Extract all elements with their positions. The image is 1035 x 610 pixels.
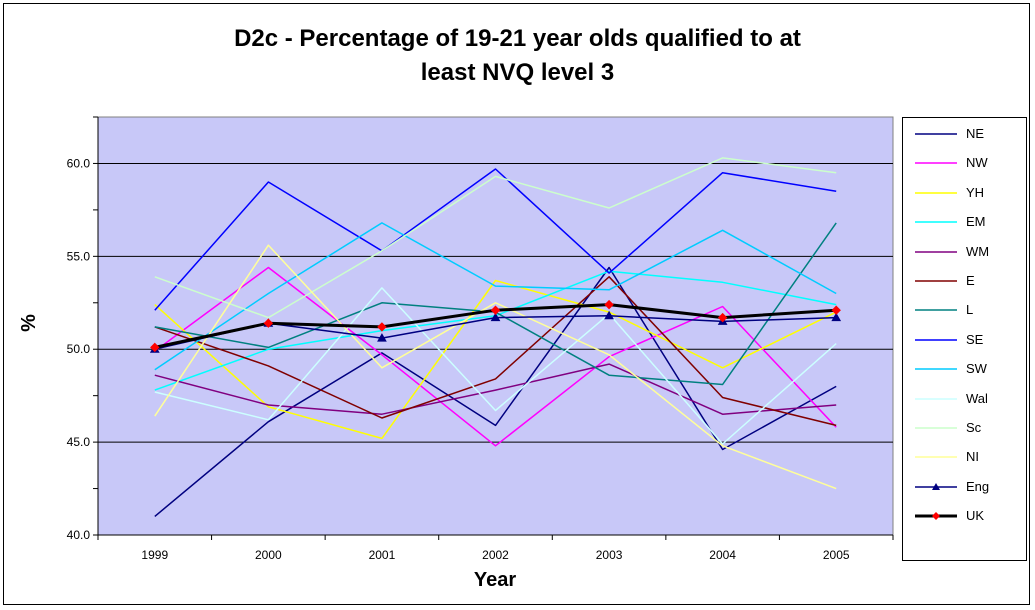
series-line-ne [154,266,837,517]
data-point-eng [831,312,842,322]
data-point-uk [717,312,728,323]
y-tick-label: 60.0 [67,156,91,170]
legend-item-l: L [903,300,1026,320]
series-line-sw [154,222,837,371]
legend-swatch-se [915,339,957,341]
legend-label-wal: Wal [966,390,988,406]
legend-item-em: EM [903,212,1026,232]
chart-title-line-2: least NVQ level 3 [420,59,615,86]
legend-label-sc: Sc [966,420,982,435]
y-axis-label: % [18,314,40,332]
x-tick-label: 2003 [596,548,623,562]
data-point-uk [150,342,160,353]
legend-item-wal: Wal [903,389,1026,409]
legend-label-se: SE [966,331,984,347]
legend-label-wm: WM [966,243,990,259]
series-line-ni [154,244,837,490]
legend-item-nw: NW [903,153,1026,173]
legend-label-yh: YH [966,184,985,200]
legend-label-l: L [966,302,974,318]
data-point-eng [377,333,387,342]
legend-label-sw: SW [966,361,987,377]
legend-item-uk: UK [903,506,1026,526]
legend-item-se: SE [903,330,1026,350]
legend: NE NW YH EM WM E L SE SW Wal Sc NI Eng UK [902,117,1027,561]
data-point-eng [490,312,501,322]
x-tick-label: 2001 [369,548,396,562]
y-tick-label: 50.0 [67,342,91,356]
legend-label-uk: UK [966,508,985,524]
x-tick-label: 1999 [141,548,168,562]
plot-area [97,116,894,536]
series-line-yh [154,279,837,440]
series-line-wm [154,363,837,415]
x-tick-label: 2000 [255,548,282,562]
data-point-uk [604,299,614,310]
legend-label-em: EM [966,214,986,230]
legend-item-sw: SW [903,359,1026,379]
x-axis-label: Year [474,569,516,591]
x-tick-label: 2005 [823,548,850,562]
legend-item-wm: WM [903,242,1026,262]
y-tick-label: 55.0 [67,249,91,263]
legend-swatch-eng [915,482,957,490]
legend-swatch-uk [915,512,957,521]
data-point-eng [604,310,614,320]
legend-swatch-ni [915,456,957,459]
legend-swatch-ne [915,133,957,135]
data-point-uk [263,318,274,328]
x-tick-label: 2004 [709,548,736,562]
x-tick-label: 2002 [482,548,509,562]
series-line-se [154,168,837,311]
legend-swatch-em [915,221,957,223]
legend-swatch-l [915,309,957,312]
series-line-e [154,276,837,427]
series-line-nw [154,266,837,447]
legend-swatch-yh [915,192,957,194]
legend-item-eng: Eng [903,477,1026,497]
legend-item-ne: NE [903,124,1026,144]
legend-item-yh: YH [903,183,1026,203]
chart-title: D2c - Percentage of 19-21 year olds qual… [0,22,1035,90]
legend-swatch-wm [915,250,957,253]
legend-label-eng: Eng [966,478,990,494]
legend-swatch-nw [915,162,957,165]
data-point-uk [831,305,841,315]
legend-swatch-wal [915,397,957,400]
legend-item-e: E [903,271,1026,291]
legend-label-ni: NI [966,449,979,465]
series-line-wal [154,287,837,445]
legend-label-nw: NW [966,155,988,171]
legend-item-sc: Sc [903,418,1026,438]
legend-item-ni: NI [903,447,1026,467]
legend-label-e: E [966,273,975,288]
chart-title-line-1: D2c - Percentage of 19-21 year olds qual… [234,25,801,52]
legend-swatch-sw [915,368,957,370]
y-tick-label: 45.0 [67,435,91,449]
data-point-uk [377,322,387,332]
y-tick-label: 40.0 [67,528,91,542]
legend-label-ne: NE [966,126,985,141]
legend-swatch-sc [915,427,957,429]
legend-swatch-e [915,280,957,282]
data-point-uk [490,305,501,315]
series-line-sc [154,157,837,319]
